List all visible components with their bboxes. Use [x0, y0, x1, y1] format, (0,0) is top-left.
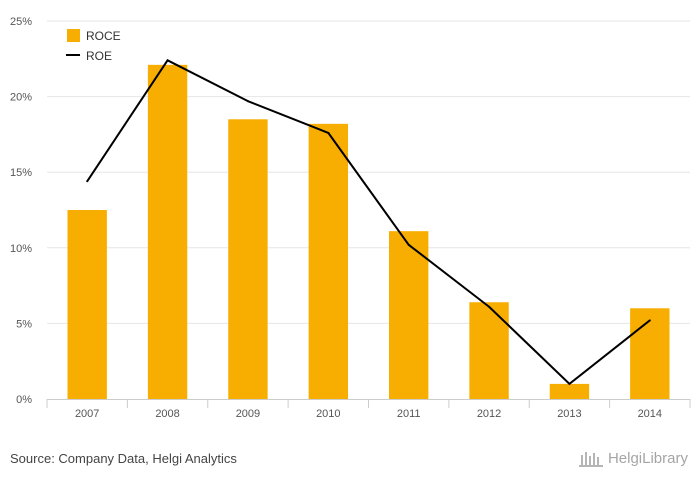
roe-point	[488, 305, 491, 308]
legend-swatch-roce	[67, 29, 80, 42]
roe-line	[86, 59, 651, 385]
roce-bar	[147, 64, 188, 400]
legend: ROCE ROE	[66, 29, 121, 63]
roe-point	[86, 180, 89, 183]
x-tick-label: 2009	[236, 408, 260, 420]
x-tick-label: 2013	[557, 408, 581, 420]
library-icon	[578, 452, 603, 467]
x-tick-label: 2014	[638, 408, 662, 420]
y-tick-label: 15%	[10, 167, 32, 179]
roce-bar	[228, 119, 268, 399]
x-tick-label: 2007	[75, 408, 99, 420]
roe-line-group	[86, 59, 651, 385]
roce-bar	[67, 210, 107, 399]
roe-point	[246, 100, 249, 103]
roe-point	[407, 243, 410, 246]
roe-point	[648, 319, 651, 322]
brand-name: HelgiLibrary	[607, 449, 688, 467]
x-tick-label: 2012	[477, 408, 501, 420]
legend-label-roe: ROE	[86, 49, 112, 63]
y-tick-label: 25%	[10, 16, 32, 28]
y-tick-label: 10%	[10, 243, 32, 255]
y-tick-label: 0%	[16, 394, 32, 406]
roce-bar	[308, 123, 349, 399]
x-axis: 2007 2008 2009 2010 2011 2012 2013 2014	[46, 399, 691, 420]
y-axis-ticks: 0% 5% 10% 15% 20% 25%	[10, 16, 32, 406]
grid-lines	[47, 20, 690, 324]
roce-bar	[388, 231, 429, 399]
roce-bar	[469, 302, 509, 399]
y-tick-label: 20%	[10, 92, 32, 104]
roe-point	[166, 59, 169, 62]
roe-point	[327, 131, 330, 134]
x-tick-label: 2010	[316, 408, 340, 420]
roce-bars	[67, 64, 670, 400]
x-tick-label: 2008	[155, 408, 179, 420]
chart: 0% 5% 10% 15% 20% 25% 2007 2008 2009 2010 2011 201…	[10, 16, 691, 420]
roe-point	[568, 382, 571, 385]
y-tick-label: 5%	[16, 318, 32, 330]
source-note: Source: Company Data, Helgi Analytics	[10, 451, 237, 466]
brand-logo: HelgiLibrary	[578, 449, 688, 467]
legend-label-roce: ROCE	[86, 29, 121, 43]
roce-bar	[630, 308, 670, 399]
x-tick-label: 2011	[397, 408, 421, 420]
roce-bar	[549, 383, 590, 399]
